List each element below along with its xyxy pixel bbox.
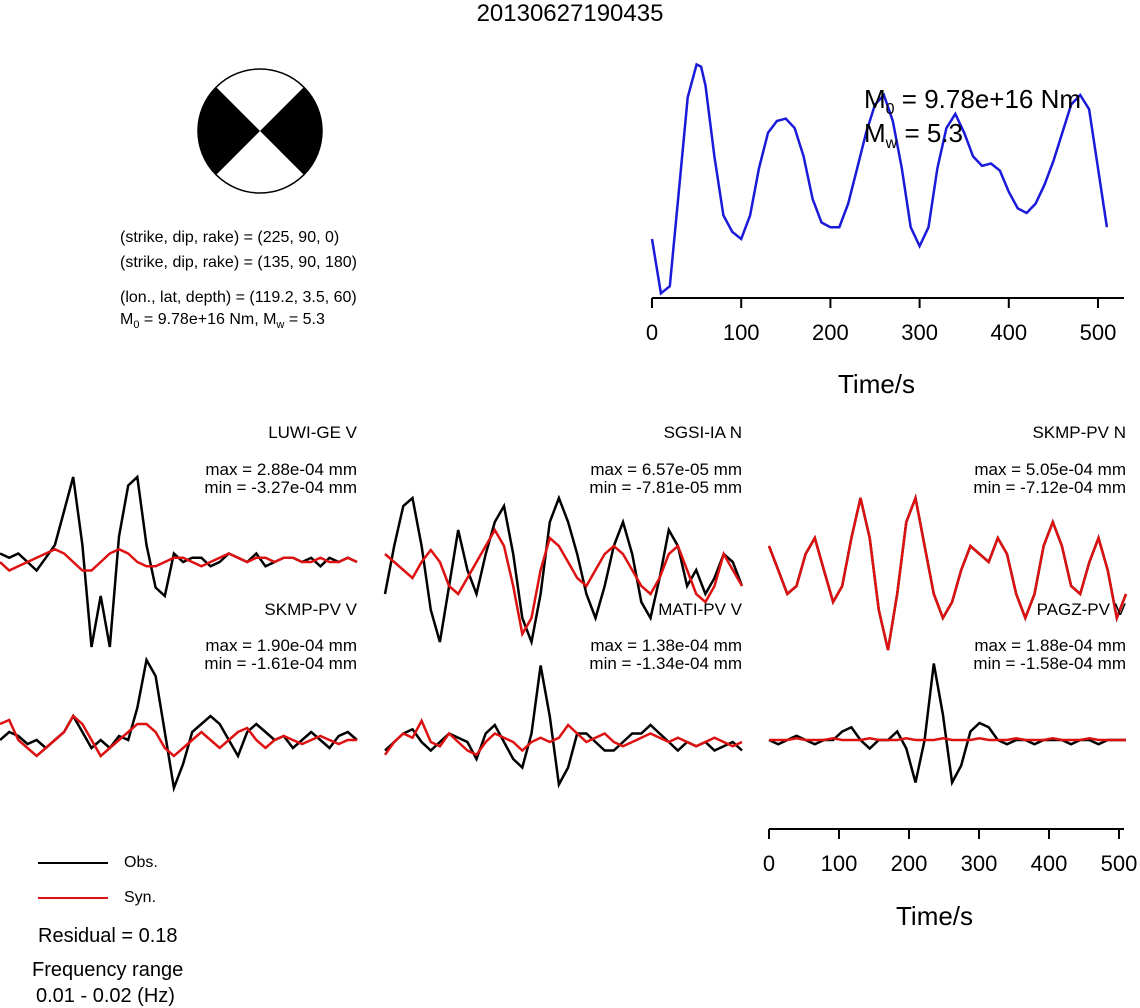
station-max: max = 6.57e-05 mm [590, 460, 742, 479]
stf-plot [650, 62, 1124, 308]
station-min: min = -1.34e-04 mm [589, 654, 742, 673]
stf-tick-label: 400 [990, 320, 1028, 345]
plane1-text: (strike, dip, rake) = (225, 90, 0) [120, 229, 340, 246]
obs-trace [768, 663, 1126, 787]
beachball-quadrant-left [197, 87, 260, 175]
station-min: min = -1.58e-04 mm [973, 654, 1126, 673]
station-name: MATI-PV V [658, 600, 742, 619]
location-text: (lon., lat, depth) = (119.2, 3.5, 60) [120, 289, 357, 306]
legend-syn-label: Syn. [124, 889, 157, 906]
syn-trace [0, 547, 358, 572]
stf-tick-label: 0 [645, 320, 659, 345]
residual-text: Residual = 0.18 [38, 925, 178, 947]
stf-x-ticks [651, 298, 1099, 308]
obs-trace [384, 665, 743, 789]
syn-trace [383, 717, 743, 757]
plane2-text: (strike, dip, rake) = (135, 90, 180) [120, 254, 357, 271]
station-name: PAGZ-PV V [1036, 600, 1126, 619]
station-name: SKMP-PV N [1032, 423, 1126, 442]
station-min: min = -7.12e-04 mm [973, 478, 1126, 497]
stf-tick-label: 100 [722, 320, 760, 345]
freq-range-value: 0.01 - 0.02 (Hz) [36, 985, 175, 1007]
station-name: SKMP-PV V [264, 600, 357, 619]
station-max: max = 1.88e-04 mm [974, 636, 1126, 655]
stf-tick-label: 500 [1079, 320, 1117, 345]
stf-m0-label: M0 = 9.78e+16 Nm [864, 84, 1082, 119]
station-name: LUWI-GE V [268, 423, 357, 442]
wave-tick-label: 400 [1030, 851, 1068, 876]
stf-curve [650, 62, 1109, 296]
obs-trace [383, 494, 744, 647]
obs-trace [767, 493, 1128, 651]
beachball-quadrant-right [260, 87, 323, 175]
freq-range-label: Frequency range [32, 959, 184, 981]
legend-obs-label: Obs. [124, 854, 158, 871]
wave-tick-label: 200 [890, 851, 928, 876]
station-name: SGSI-IA N [663, 423, 742, 442]
stf-mw-label: Mw = 5.3 [864, 118, 964, 153]
waveform-panels [0, 474, 1128, 793]
station-max: max = 5.05e-04 mm [974, 460, 1126, 479]
beachball [197, 68, 323, 194]
stf-tick-label: 200 [812, 320, 849, 345]
plot-title: 20130627190435 [476, 0, 664, 27]
station-min: min = -3.27e-04 mm [204, 478, 357, 497]
station-max: max = 2.88e-04 mm [205, 460, 357, 479]
stf-x-label: Time/s [838, 369, 916, 399]
syn-trace [384, 527, 744, 638]
wave-tick-label: 0 [762, 851, 776, 876]
station-min: min = -1.61e-04 mm [204, 654, 357, 673]
station-min: min = -7.81e-05 mm [589, 478, 742, 497]
syn-trace [767, 493, 1128, 651]
stf-tick-label: 300 [901, 320, 938, 345]
wave-tick-label: 500 [1100, 851, 1138, 876]
wave-tick-label: 100 [820, 851, 858, 876]
syn-trace [0, 714, 357, 758]
station-max: max = 1.38e-04 mm [590, 636, 742, 655]
wave-x-axis [768, 828, 1124, 839]
wave-x-label: Time/s [896, 901, 974, 931]
syn-trace [769, 737, 1126, 742]
station-max: max = 1.90e-04 mm [205, 636, 357, 655]
wave-tick-label: 300 [960, 851, 998, 876]
moment-text: M0 = 9.78e+16 Nm, Mw = 5.3 [120, 311, 325, 332]
obs-trace [0, 656, 358, 793]
